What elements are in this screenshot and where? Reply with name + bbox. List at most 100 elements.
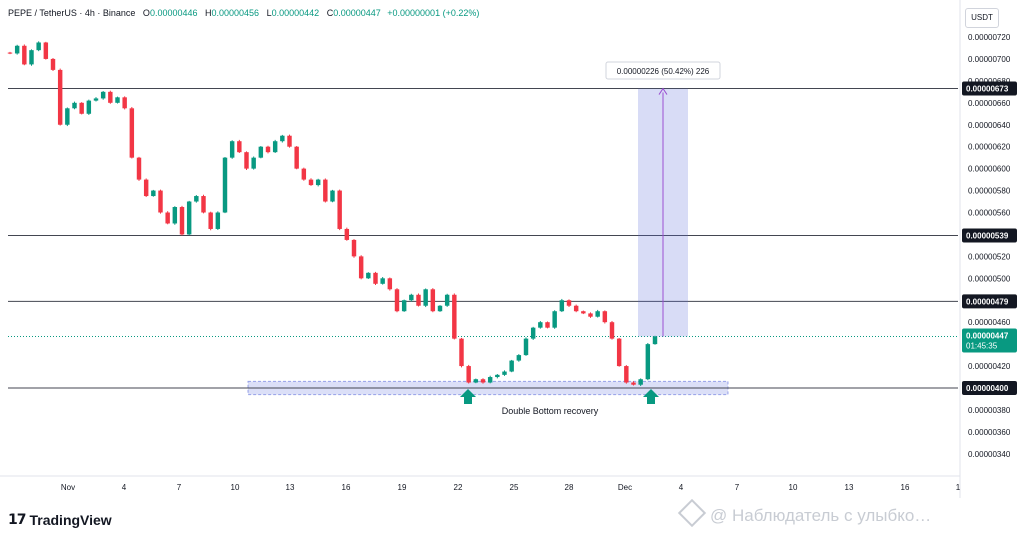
candle bbox=[258, 146, 264, 158]
annotation-text: Double Bottom recovery bbox=[502, 406, 599, 416]
candle bbox=[194, 196, 199, 202]
x-tick-label: 7 bbox=[735, 483, 740, 492]
x-tick-label: 7 bbox=[177, 483, 182, 492]
candle bbox=[452, 294, 457, 339]
candle bbox=[215, 212, 221, 229]
x-tick-label: Dec bbox=[618, 483, 632, 492]
x-tick-label: 22 bbox=[454, 483, 463, 492]
candle bbox=[631, 382, 636, 385]
candle bbox=[229, 141, 235, 158]
projection-label: 0.00000226 (50.42%) 226 bbox=[617, 67, 710, 76]
candle bbox=[165, 212, 170, 224]
candle bbox=[366, 272, 371, 279]
y-tick-label: 0.00000560 bbox=[968, 209, 1011, 218]
y-tick-label: 0.00000720 bbox=[968, 33, 1011, 42]
candle bbox=[143, 179, 149, 197]
arrow-right-bottom-icon bbox=[643, 389, 659, 404]
x-tick-label: Nov bbox=[61, 483, 75, 492]
candle bbox=[251, 157, 256, 169]
y-tick-label: 0.00000460 bbox=[968, 318, 1011, 327]
candle bbox=[315, 179, 321, 186]
candle bbox=[14, 45, 20, 54]
arrow-left-bottom-icon bbox=[460, 389, 476, 404]
candle bbox=[473, 379, 479, 383]
y-tick-label: 0.00000660 bbox=[968, 99, 1011, 108]
candle bbox=[581, 311, 586, 314]
candle bbox=[86, 100, 92, 114]
candle bbox=[538, 322, 543, 328]
y-tick-label: 0.00000420 bbox=[968, 362, 1011, 371]
candle bbox=[602, 311, 608, 323]
low-value: 0.00000442 bbox=[271, 8, 320, 18]
candle bbox=[323, 179, 328, 202]
candle bbox=[509, 360, 514, 372]
symbol-legend: PEPE / TetherUS · 4h · Binance O0.000004… bbox=[8, 8, 479, 18]
tradingview-logo[interactable]: 17 TradingView bbox=[8, 510, 112, 530]
candle bbox=[222, 157, 228, 213]
candle bbox=[29, 50, 34, 65]
candle bbox=[201, 196, 206, 213]
candle bbox=[244, 152, 249, 169]
change-value: +0.00000001 (+0.22%) bbox=[387, 8, 480, 18]
tradingview-logo-text: TradingView bbox=[29, 512, 112, 528]
candle bbox=[337, 190, 342, 229]
candle bbox=[65, 108, 70, 125]
x-tick-label: 19 bbox=[398, 483, 407, 492]
x-tick-label: 16 bbox=[901, 483, 910, 492]
candle bbox=[265, 146, 271, 153]
candle bbox=[280, 135, 285, 142]
candle bbox=[122, 97, 127, 109]
candle bbox=[22, 45, 27, 65]
candle bbox=[387, 278, 393, 290]
level-price-tag bbox=[962, 381, 1017, 395]
candle bbox=[344, 228, 350, 240]
current-price-label: 0.00000447 bbox=[966, 331, 1009, 340]
candle bbox=[552, 311, 557, 328]
candle bbox=[466, 366, 471, 383]
level-price-label: 0.00000479 bbox=[966, 297, 1009, 306]
candle bbox=[79, 102, 84, 114]
open-value: 0.00000446 bbox=[149, 8, 198, 18]
candle bbox=[36, 42, 41, 51]
candle bbox=[129, 108, 135, 158]
candle bbox=[430, 289, 436, 312]
x-tick-label: 4 bbox=[122, 483, 127, 492]
candle bbox=[330, 190, 335, 202]
candle bbox=[416, 294, 421, 306]
y-tick-label: 0.00000500 bbox=[968, 274, 1011, 283]
level-price-tag bbox=[962, 294, 1017, 309]
x-tick-label: 28 bbox=[565, 483, 574, 492]
candle bbox=[516, 355, 522, 361]
candle bbox=[272, 141, 278, 153]
candle bbox=[237, 141, 242, 153]
candle bbox=[351, 239, 357, 257]
candle bbox=[638, 379, 643, 385]
candle bbox=[108, 91, 113, 103]
currency-selector[interactable]: USDT bbox=[965, 8, 999, 28]
candle bbox=[645, 344, 651, 380]
close-value: 0.00000447 bbox=[333, 8, 381, 18]
candle bbox=[437, 305, 443, 312]
x-tick-label: 13 bbox=[845, 483, 854, 492]
candle bbox=[523, 338, 529, 356]
y-tick-label: 0.00000600 bbox=[968, 165, 1011, 174]
candle bbox=[208, 212, 213, 229]
y-tick-label: 0.00000360 bbox=[968, 428, 1011, 437]
candle bbox=[186, 201, 192, 235]
candle bbox=[100, 91, 106, 99]
candle bbox=[179, 207, 185, 235]
candle bbox=[373, 272, 378, 284]
candle bbox=[401, 300, 407, 312]
candle bbox=[566, 300, 572, 306]
candle bbox=[115, 97, 120, 103]
x-tick-label: 25 bbox=[510, 483, 519, 492]
close-label: C bbox=[326, 8, 334, 18]
candle bbox=[43, 42, 49, 59]
candles bbox=[7, 41, 658, 387]
x-tick-label: 16 bbox=[342, 483, 351, 492]
candle bbox=[624, 366, 629, 383]
candle bbox=[72, 102, 77, 109]
x-tick-label: 13 bbox=[286, 483, 295, 492]
candle bbox=[609, 322, 615, 339]
